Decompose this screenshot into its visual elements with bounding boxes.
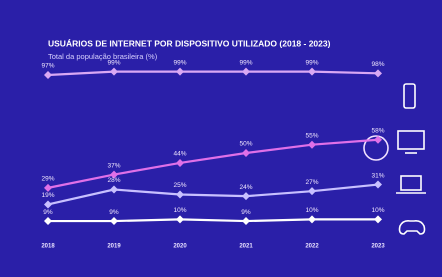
data-label: 10% — [371, 207, 384, 214]
chart-title: USUÁRIOS DE INTERNET POR DISPOSITIVO UTI… — [48, 38, 331, 48]
data-label: 50% — [239, 141, 252, 148]
data-label: 10% — [173, 207, 186, 214]
data-label: 58% — [371, 127, 384, 134]
chart: USUÁRIOS DE INTERNET POR DISPOSITIVO UTI… — [0, 0, 442, 277]
data-label: 44% — [173, 151, 186, 158]
data-label: 9% — [241, 209, 251, 216]
data-label: 9% — [43, 209, 53, 216]
chart-subtitle: Total da população brasileira (%) — [48, 52, 158, 61]
x-tick-label: 2021 — [239, 244, 253, 250]
data-label: 97% — [41, 63, 54, 70]
data-label: 28% — [107, 177, 120, 184]
data-label: 98% — [371, 61, 384, 68]
x-tick-label: 2018 — [41, 244, 55, 250]
data-label: 29% — [41, 176, 54, 183]
data-label: 10% — [305, 207, 318, 214]
x-tick-label: 2020 — [173, 244, 187, 250]
data-label: 19% — [41, 192, 54, 199]
data-label: 99% — [239, 59, 252, 66]
data-label: 9% — [109, 209, 119, 216]
data-label: 99% — [107, 59, 120, 66]
data-label: 24% — [239, 184, 252, 191]
data-label: 99% — [305, 59, 318, 66]
data-label: 27% — [305, 179, 318, 186]
x-tick-label: 2019 — [107, 244, 121, 250]
x-tick-label: 2023 — [371, 244, 385, 250]
x-tick-label: 2022 — [305, 244, 319, 250]
data-label: 25% — [173, 182, 186, 189]
data-label: 37% — [107, 162, 120, 169]
data-label: 99% — [173, 59, 186, 66]
data-label: 31% — [371, 172, 384, 179]
data-label: 55% — [305, 132, 318, 139]
